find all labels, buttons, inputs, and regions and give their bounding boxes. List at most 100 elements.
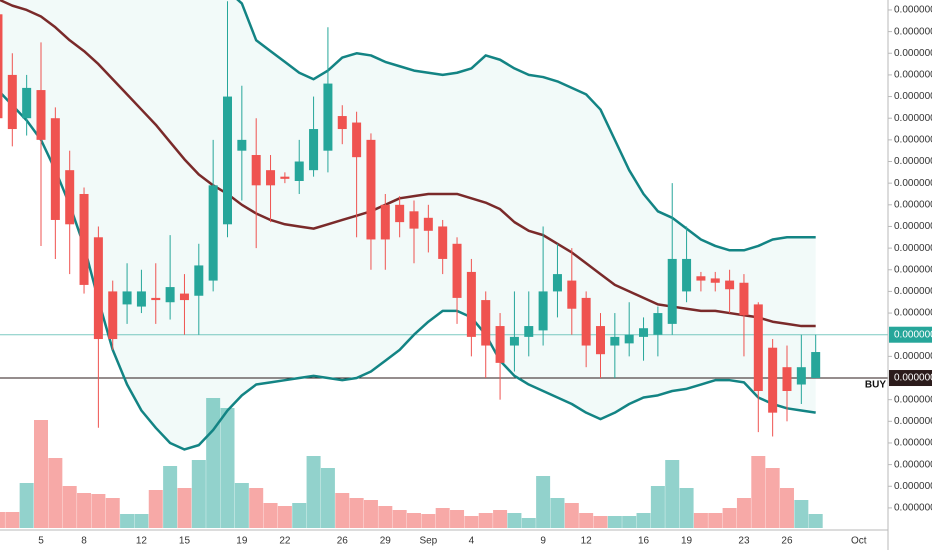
volume-bar bbox=[206, 398, 221, 528]
volume-bar bbox=[91, 494, 106, 528]
y-tick-label: 0.00000044 bbox=[894, 286, 932, 297]
volume-bar bbox=[765, 468, 780, 528]
candle-body bbox=[309, 129, 319, 171]
volume-bar bbox=[220, 408, 235, 528]
candle-body bbox=[710, 278, 720, 283]
volume-bar bbox=[5, 512, 20, 528]
x-tick-label: 9 bbox=[540, 536, 546, 547]
x-tick-label: 5 bbox=[38, 536, 44, 547]
volume-bar bbox=[77, 493, 92, 528]
volume-bar bbox=[550, 498, 565, 528]
candle-body bbox=[495, 326, 505, 363]
volume-bar bbox=[564, 503, 579, 528]
volume-bar bbox=[478, 513, 493, 528]
candle-body bbox=[811, 352, 821, 379]
candle-body bbox=[667, 258, 677, 324]
volume-bar bbox=[650, 486, 665, 528]
volume-bar bbox=[808, 514, 823, 528]
y-tick-label: 0.00000045 bbox=[894, 264, 932, 275]
candle-body bbox=[352, 122, 362, 158]
volume-bar bbox=[421, 514, 436, 528]
y-tick-label: 0.00000046 bbox=[894, 243, 932, 254]
candle-body bbox=[366, 139, 376, 240]
volume-bar bbox=[134, 514, 149, 528]
candle-body bbox=[108, 291, 118, 340]
plot-area bbox=[0, 0, 888, 528]
y-tick-label: 0.00000049 bbox=[894, 178, 932, 189]
candle-body bbox=[639, 328, 649, 337]
candle-body bbox=[423, 217, 433, 231]
x-tick-label: Sep bbox=[419, 536, 437, 547]
volume-bar bbox=[263, 503, 278, 528]
last-price-label: 0.00000042 bbox=[894, 329, 932, 340]
order-price-label: 0.00000040 bbox=[894, 373, 932, 384]
candle-body bbox=[237, 139, 247, 151]
candle-body bbox=[136, 291, 146, 307]
candle-body bbox=[380, 204, 390, 240]
candle-body bbox=[438, 226, 448, 259]
candle-body bbox=[165, 287, 175, 303]
candle-body bbox=[624, 334, 634, 344]
candle-body bbox=[682, 258, 692, 292]
volume-bar bbox=[349, 498, 364, 528]
volume-bar bbox=[636, 513, 651, 528]
candle-body bbox=[524, 326, 534, 337]
candle-body bbox=[610, 336, 620, 346]
volume-bar bbox=[378, 506, 393, 528]
candle-body bbox=[581, 297, 591, 346]
volume-bar bbox=[435, 508, 450, 528]
volume-bar bbox=[722, 508, 737, 528]
x-tick-label: 12 bbox=[581, 536, 593, 547]
candle-body bbox=[266, 170, 276, 186]
volume-bar bbox=[292, 503, 307, 528]
candle-body bbox=[194, 265, 204, 296]
y-tick-label: 0.00000056 bbox=[894, 26, 932, 37]
volume-bar bbox=[593, 516, 608, 528]
candle-body bbox=[395, 204, 405, 223]
candle-body bbox=[122, 291, 132, 305]
candle-body bbox=[753, 304, 763, 392]
candle-body bbox=[151, 297, 161, 301]
y-tick-label: 0.00000047 bbox=[894, 221, 932, 232]
candle-body bbox=[653, 313, 663, 335]
volume-bar bbox=[493, 510, 508, 528]
candle-body bbox=[50, 118, 60, 220]
band-line bbox=[0, 90, 816, 451]
x-tick-label: 26 bbox=[337, 536, 349, 547]
y-tick-label: 0.00000052 bbox=[894, 113, 932, 124]
volume-bar bbox=[679, 488, 694, 528]
candle-body bbox=[7, 74, 17, 130]
x-tick-label: 23 bbox=[738, 536, 750, 547]
x-tick-label: 26 bbox=[781, 536, 793, 547]
volume-bar bbox=[507, 513, 522, 528]
volume-bar bbox=[249, 488, 264, 528]
x-tick-label: 29 bbox=[380, 536, 392, 547]
y-tick-label: 0.00000055 bbox=[894, 48, 932, 59]
y-tick-label: 0.00000043 bbox=[894, 308, 932, 319]
candle-body bbox=[251, 155, 261, 186]
candle-body bbox=[294, 161, 304, 181]
volume-bar bbox=[191, 460, 206, 528]
order-text: BUY bbox=[865, 380, 886, 391]
x-tick-label: 4 bbox=[469, 536, 475, 547]
volume-bar bbox=[105, 498, 120, 528]
volume-bar bbox=[464, 516, 479, 528]
candle-body bbox=[36, 90, 46, 140]
y-tick-label: 0.00000034 bbox=[894, 503, 932, 514]
candle-body bbox=[280, 176, 290, 179]
x-tick-label: 16 bbox=[638, 536, 650, 547]
y-tick-label: 0.00000039 bbox=[894, 394, 932, 405]
volume-bar bbox=[163, 466, 178, 528]
candle-body bbox=[725, 280, 735, 290]
y-tick-label: 0.00000037 bbox=[894, 438, 932, 449]
volume-bar bbox=[335, 493, 350, 528]
volume-bar bbox=[521, 518, 536, 528]
y-tick-label: 0.00000054 bbox=[894, 70, 932, 81]
volume-bar bbox=[392, 510, 407, 528]
candle-body bbox=[222, 96, 232, 225]
y-tick-label: 0.00000036 bbox=[894, 459, 932, 470]
x-tick-label: 15 bbox=[179, 536, 191, 547]
volume-bar bbox=[62, 486, 77, 528]
x-tick-label: Oct bbox=[851, 536, 867, 547]
